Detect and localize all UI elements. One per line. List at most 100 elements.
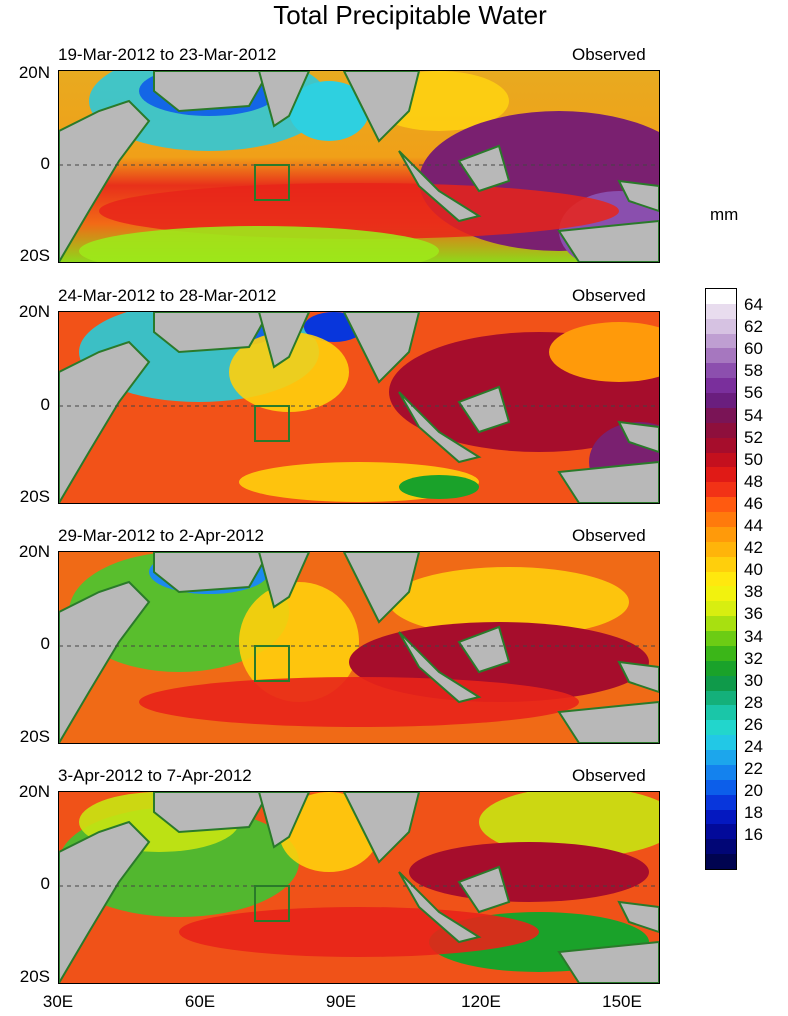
- colorbar-label: 40: [744, 560, 763, 580]
- colorbar-segment: [706, 750, 736, 766]
- p1-ylabel-20s: 20S: [19, 246, 50, 265]
- colorbar-label: 52: [744, 427, 763, 447]
- colorbar-segment: [706, 586, 736, 602]
- xlabel-150e: 150E: [602, 992, 642, 1011]
- colorbar-segment: [706, 794, 736, 810]
- colorbar-label: 42: [744, 538, 763, 558]
- colorbar-segment: [706, 735, 736, 751]
- panel-3-tag: Observed: [572, 526, 646, 545]
- colorbar-label: 28: [744, 692, 763, 712]
- colorbar-label: 54: [744, 405, 763, 425]
- chart-title: Total Precipitable Water: [273, 0, 547, 30]
- colorbar-label: 60: [744, 339, 763, 359]
- p1-ylabel-20n: 20N: [18, 63, 50, 82]
- colorbar-segment: [706, 348, 736, 364]
- colorbar-label: 62: [744, 317, 763, 337]
- colorbar-segment: [706, 437, 736, 454]
- colorbar-segment: [706, 467, 736, 483]
- colorbar-label: 64: [744, 295, 763, 314]
- panel-4-tpw-field: [59, 792, 659, 983]
- colorbar-segment: [706, 839, 736, 855]
- panel-1-date-range: 19-Mar-2012 to 23-Mar-2012: [58, 45, 277, 64]
- panel-1-tag: Observed: [572, 45, 646, 64]
- panel-1-tpw-field: [59, 71, 659, 262]
- colorbar-segment: [706, 720, 736, 736]
- colorbar-label: 16: [744, 825, 763, 845]
- p3-ylabel-20n: 20N: [18, 542, 50, 561]
- p4-ylabel-20s: 20S: [19, 967, 50, 986]
- colorbar-segment: [706, 631, 736, 647]
- colorbar-label: 18: [744, 803, 763, 823]
- colorbar-segment: [706, 601, 736, 617]
- panel-2-tag: Observed: [572, 286, 646, 305]
- colorbar-segment: [706, 378, 736, 394]
- p4-ylabel-20n: 20N: [18, 782, 50, 801]
- colorbar-segment: [706, 616, 736, 632]
- colorbar-label: 34: [744, 626, 763, 646]
- colorbar-segment: [706, 452, 736, 468]
- colorbar-segment: [706, 422, 736, 439]
- panel-1-map: [58, 70, 660, 263]
- colorbar-segment: [706, 363, 736, 379]
- colorbar-segment: [706, 541, 736, 558]
- p2-ylabel-20n: 20N: [18, 302, 50, 321]
- colorbar-segment: [706, 571, 736, 587]
- colorbar-segment: [706, 526, 736, 543]
- colorbar-label: 50: [744, 449, 763, 469]
- colorbar-segment: [706, 303, 736, 320]
- colorbar-segment: [706, 497, 736, 513]
- colorbar-label: 48: [744, 471, 763, 491]
- colorbar-label: 36: [744, 604, 763, 624]
- colorbar-segment: [706, 556, 736, 573]
- p2-ylabel-0: 0: [40, 395, 50, 414]
- panel-2-date-range: 24-Mar-2012 to 28-Mar-2012: [58, 286, 277, 305]
- p2-ylabel-20s: 20S: [19, 487, 50, 506]
- panel-3-tpw-field: [59, 552, 659, 743]
- p1-ylabel-0: 0: [40, 154, 50, 173]
- colorbar-segment: [706, 512, 736, 528]
- colorbar-label: 20: [744, 781, 763, 801]
- panel-3-date-range: 29-Mar-2012 to 2-Apr-2012: [58, 526, 265, 545]
- panel-2-tpw-field: [59, 312, 659, 503]
- colorbar-label: 22: [744, 759, 763, 779]
- colorbar-segment: [706, 318, 736, 335]
- colorbar-label: 44: [744, 516, 763, 535]
- colorbar-label: 38: [744, 582, 763, 602]
- xlabel-90e: 90E: [325, 992, 357, 1011]
- xlabel-30e: 30E: [42, 992, 74, 1011]
- colorbar-segment: [706, 809, 736, 825]
- colorbar-label: 46: [744, 493, 763, 513]
- colorbar-segment: [706, 854, 736, 870]
- colorbar-label: 56: [744, 383, 763, 403]
- colorbar-segment: [706, 482, 736, 498]
- colorbar-label: 26: [744, 714, 763, 734]
- colorbar-segment: [706, 705, 736, 721]
- colorbar-segment: [706, 407, 736, 424]
- colorbar-label: 32: [744, 648, 763, 668]
- panel-2-map: [58, 311, 660, 504]
- colorbar-segment: [706, 393, 736, 409]
- colorbar-label: 30: [744, 670, 763, 690]
- colorbar-segment: [706, 779, 736, 796]
- colorbar-segment: [706, 675, 736, 692]
- xlabel-120e: 120E: [461, 992, 501, 1011]
- colorbar-units: mm: [710, 205, 739, 224]
- colorbar-segment: [706, 660, 736, 677]
- panel-4-tag: Observed: [572, 766, 646, 785]
- p3-ylabel-20s: 20S: [19, 727, 50, 746]
- colorbar: [705, 288, 737, 870]
- panel-3-map: [58, 551, 660, 744]
- xlabel-60e: 60E: [184, 992, 216, 1011]
- colorbar-label: 58: [744, 361, 763, 381]
- colorbar-segment: [706, 824, 736, 840]
- colorbar-segment: [706, 333, 736, 349]
- panel-4-date-range: 3-Apr-2012 to 7-Apr-2012: [58, 766, 252, 785]
- p3-ylabel-0: 0: [40, 634, 50, 653]
- colorbar-segment: [706, 289, 736, 305]
- colorbar-label: 24: [744, 737, 763, 756]
- p4-ylabel-0: 0: [40, 874, 50, 893]
- panel-4-map: [58, 791, 660, 984]
- colorbar-segment: [706, 764, 736, 781]
- colorbar-segment: [706, 645, 736, 662]
- colorbar-segment: [706, 690, 736, 706]
